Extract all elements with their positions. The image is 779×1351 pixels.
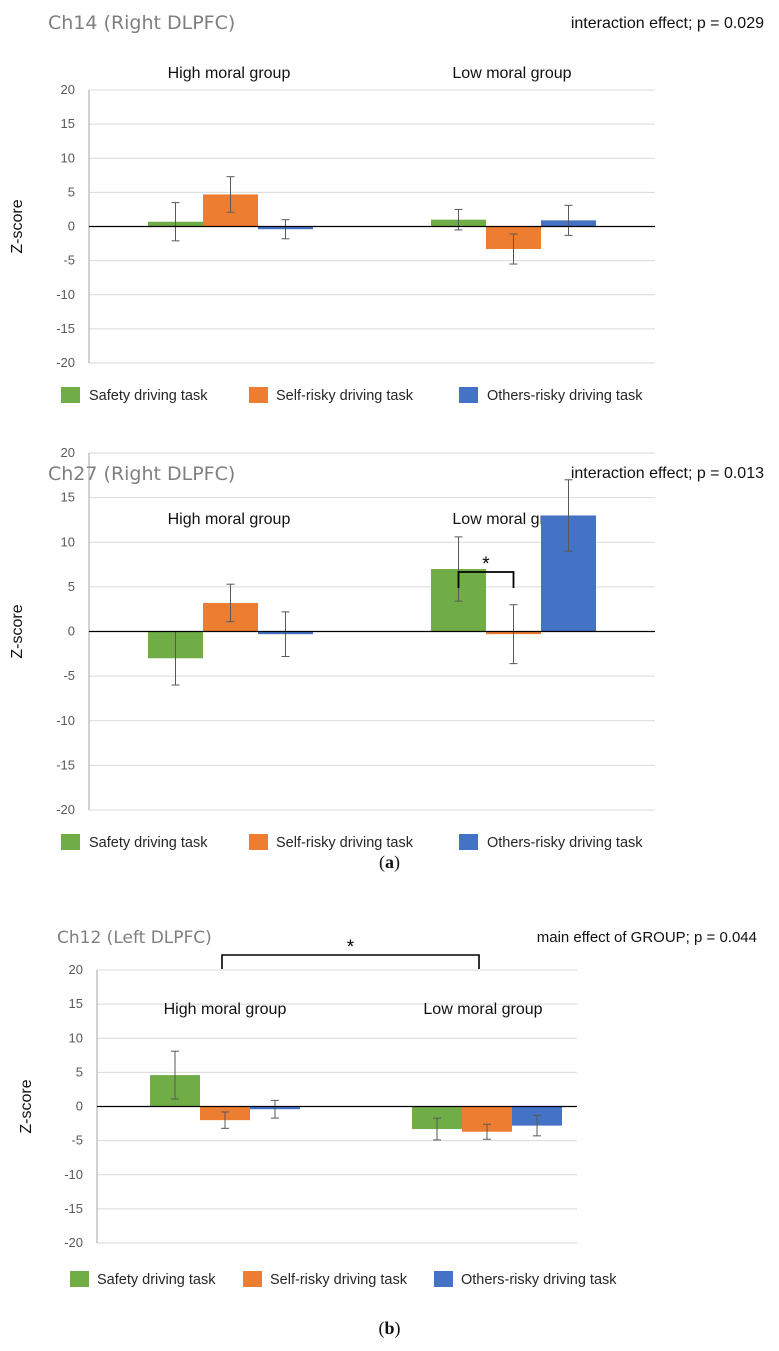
chart3-legend-swatch (70, 1271, 89, 1287)
caption-b: (b) (378, 1318, 401, 1338)
caption-a-letter: a (385, 852, 394, 872)
chart1-y-tick-label: 0 (68, 219, 75, 234)
chart3-significance-bracket (221, 954, 480, 969)
chart1-title: Ch14 (Right DLPFC) (48, 12, 235, 34)
chart1-y-tick-label: 20 (61, 82, 75, 97)
chart3-y-tick-label: -15 (64, 1201, 83, 1216)
chart2-y-axis-label: Z-score (9, 604, 26, 658)
chart3-y-tick-label: 20 (69, 962, 83, 977)
chart3-legend-label: Self-risky driving task (270, 1272, 408, 1288)
chart1-y-tick-label: 5 (68, 184, 75, 199)
chart2-y-tick-label: 10 (61, 534, 75, 549)
chart2-category-label: High moral group (168, 511, 291, 528)
chart2-legend-swatch (61, 834, 80, 850)
chart3-legend-swatch (434, 1271, 453, 1287)
chart3-y-tick-label: -10 (64, 1167, 83, 1182)
chart2-y-tick-label: -5 (63, 668, 75, 683)
chart3-y-tick-label: 10 (69, 1030, 83, 1045)
chart2-y-tick-label: -15 (56, 757, 75, 772)
chart1-legend-swatch (249, 387, 268, 403)
chart2-annotation: interaction effect; p = 0.013 (571, 465, 764, 482)
chart2-significance-bracket (457, 571, 515, 588)
chart3-legend-label: Safety driving task (97, 1272, 216, 1288)
chart3-y-tick-label: 0 (76, 1099, 83, 1114)
chart1-y-tick-label: -15 (56, 321, 75, 336)
chart3-category-label: High moral group (164, 1001, 287, 1018)
chart1-y-tick-label: -10 (56, 287, 75, 302)
chart1-legend-label: Self-risky driving task (276, 388, 414, 404)
chart1-y-axis-label: Z-score (9, 199, 26, 253)
chart3-y-axis-label: Z-score (18, 1079, 35, 1133)
chart3-y-tick-label: 15 (69, 996, 83, 1011)
chart2-title: Ch27 (Right DLPFC) (48, 463, 235, 485)
chart2-y-tick-label: 15 (61, 490, 75, 505)
chart1-legend-swatch (459, 387, 478, 403)
chart2-y-tick-label: 0 (68, 624, 75, 639)
chart1-y-tick-label: -5 (63, 253, 75, 268)
chart1-y-tick-label: 15 (61, 116, 75, 131)
chart1-category-label: High moral group (168, 65, 291, 82)
chart3-annotation: main effect of GROUP; p = 0.044 (537, 929, 757, 946)
chart2-legend-swatch (459, 834, 478, 850)
chart1-y-tick-label: 10 (61, 150, 75, 165)
chart2-legend-label: Safety driving task (89, 835, 208, 851)
chart2-y-tick-label: -20 (56, 802, 75, 817)
chart3-y-tick-label: -20 (64, 1235, 83, 1250)
caption-a: (a) (379, 852, 400, 872)
chart2-y-tick-label: 20 (61, 445, 75, 460)
chart2-legend-label: Self-risky driving task (276, 835, 414, 851)
chart2-y-tick-label: -10 (56, 713, 75, 728)
chart2-legend-label: Others-risky driving task (487, 835, 643, 851)
chart3-category-label: Low moral group (423, 1001, 542, 1018)
caption-b-letter: b (384, 1318, 395, 1338)
chart1-category-label: Low moral group (452, 65, 571, 82)
chart1-annotation: interaction effect; p = 0.029 (571, 15, 764, 32)
chart3-y-tick-label: -5 (71, 1133, 83, 1148)
chart1-legend-swatch (61, 387, 80, 403)
chart1-legend-label: Others-risky driving task (487, 388, 643, 404)
chart1-legend-label: Safety driving task (89, 388, 208, 404)
chart3-y-tick-label: 5 (76, 1064, 83, 1079)
chart3-legend-swatch (243, 1271, 262, 1287)
chart3-title: Ch12 (Left DLPFC) (57, 928, 212, 948)
chart3-significance-label: * (347, 937, 355, 958)
chart2-y-tick-label: 5 (68, 579, 75, 594)
chart3-legend-label: Others-risky driving task (461, 1272, 617, 1288)
chart1-y-tick-label: -20 (56, 355, 75, 370)
chart2-significance-label: * (482, 554, 490, 575)
chart2-legend-swatch (249, 834, 268, 850)
